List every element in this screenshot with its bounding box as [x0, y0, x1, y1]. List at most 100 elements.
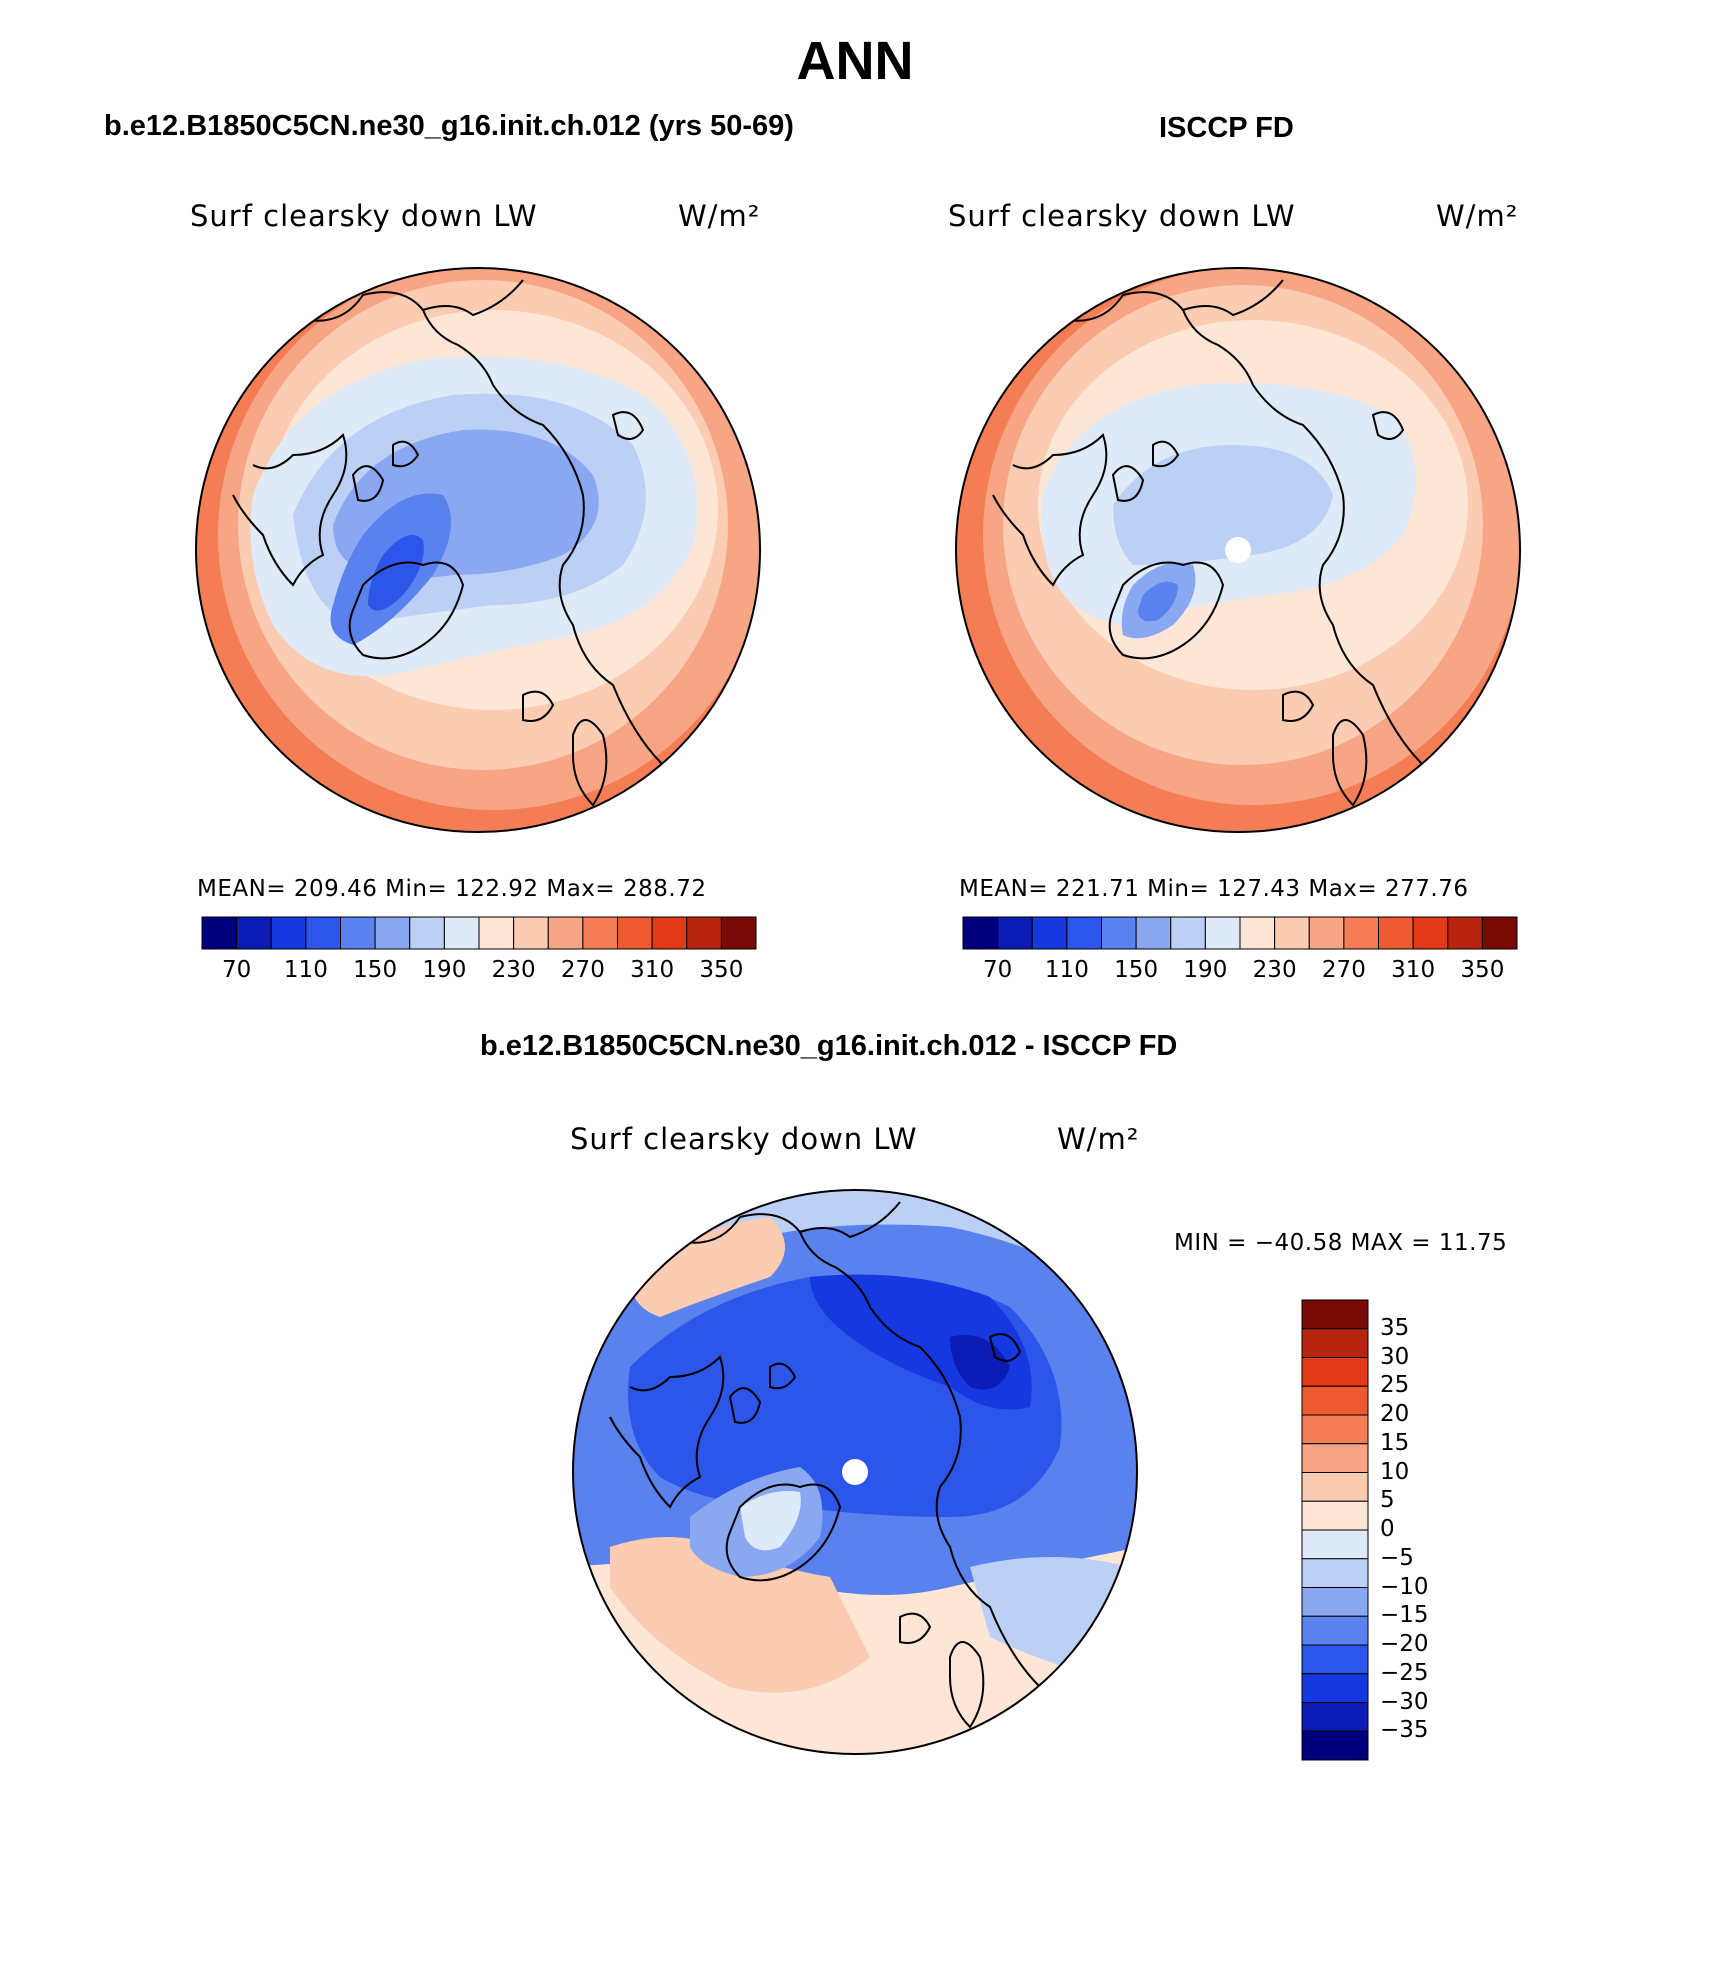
colorbar-tick-label: 350	[1460, 957, 1505, 983]
colorbar-swatch	[1301, 1615, 1369, 1646]
variable-label-model: Surf clearsky down LW	[190, 199, 538, 233]
colorbar-swatch	[1301, 1587, 1369, 1617]
colorbar-swatch	[1301, 1472, 1369, 1502]
colorbar-tick-label: 230	[1252, 957, 1297, 983]
colorbar-swatch	[270, 916, 307, 950]
colorbar-swatch	[1301, 1673, 1369, 1703]
colorbar-tick-label: −30	[1380, 1688, 1429, 1715]
colorbar-swatch	[1101, 916, 1137, 950]
colorbar-swatch	[1301, 1385, 1369, 1416]
colorbar-swatch	[1343, 916, 1379, 950]
colorbar-tick-label: −25	[1380, 1659, 1429, 1686]
colorbar-swatch	[547, 916, 584, 950]
colorbar-tick-label: −35	[1380, 1717, 1429, 1744]
colorbar-tick-label: 310	[630, 957, 675, 983]
colorbar-tick-label: −20	[1380, 1631, 1429, 1657]
colorbar-tick-label: −15	[1380, 1602, 1429, 1629]
colorbar-tick-label: 230	[491, 957, 536, 983]
colorbar-swatch	[1301, 1443, 1369, 1473]
colorbar-tick-label: 310	[1391, 957, 1436, 983]
colorbar-swatch	[201, 916, 238, 950]
colorbar-tick-label: 15	[1380, 1429, 1410, 1456]
colorbar-tick-label: 30	[1380, 1343, 1410, 1370]
colorbar-swatch	[1301, 1558, 1369, 1588]
colorbar-tick-label: 150	[1114, 957, 1159, 983]
colorbar-swatch	[1066, 916, 1102, 950]
panel-title-obs: ISCCP FD	[1159, 112, 1294, 144]
colorbar-swatch	[1301, 1357, 1369, 1387]
variable-label-obs: Surf clearsky down LW	[948, 199, 1296, 233]
colorbar-tick-label: 0	[1380, 1516, 1395, 1542]
units-label-diff: W/m²	[1057, 1122, 1140, 1156]
colorbar-tick-label: −5	[1380, 1544, 1414, 1571]
colorbar-tick-label: −10	[1380, 1573, 1429, 1600]
colorbar-swatch	[1170, 916, 1206, 950]
units-label-model: W/m²	[678, 199, 761, 233]
polar-map-diff	[572, 1189, 1138, 1755]
colorbar-swatch	[409, 916, 445, 950]
colorbar-tick-label: 110	[283, 957, 328, 983]
colorbar-swatch	[1301, 1414, 1369, 1445]
colorbar-obs	[962, 916, 1518, 950]
colorbar-swatch	[1481, 916, 1518, 950]
colorbar-swatch	[1447, 916, 1483, 950]
colorbar-tick-label: 190	[422, 957, 467, 983]
colorbar-swatch	[1301, 1299, 1369, 1330]
colorbar-swatch	[1301, 1702, 1369, 1732]
units-label-obs: W/m²	[1436, 199, 1519, 233]
colorbar-swatch	[962, 916, 999, 950]
colorbar-tick-label: 190	[1183, 957, 1228, 983]
colorbar-ticks-model: 70 110 150 190 230 270 310 350	[202, 957, 756, 987]
panel-title-diff: b.e12.B1850C5CN.ne30_g16.init.ch.012 - I…	[480, 1030, 1178, 1062]
stats-model: MEAN= 209.46 Min= 122.92 Max= 288.72	[197, 876, 707, 902]
colorbar-tick-label: 20	[1380, 1401, 1410, 1427]
colorbar-tick-label: 10	[1380, 1458, 1410, 1485]
colorbar-tick-label: 150	[353, 957, 398, 983]
colorbar-swatch	[1301, 1500, 1369, 1531]
colorbar-swatch	[997, 916, 1033, 950]
colorbar-diff	[1301, 1299, 1369, 1761]
colorbar-tick-label: 35	[1380, 1314, 1410, 1341]
colorbar-tick-label: 270	[1321, 957, 1366, 983]
colorbar-tick-label: 270	[560, 957, 605, 983]
stats-diff: MIN = −40.58 MAX = 11.75	[1174, 1230, 1508, 1256]
colorbar-swatch	[443, 916, 480, 950]
colorbar-swatch	[651, 916, 688, 950]
colorbar-swatch	[720, 916, 757, 950]
stats-obs: MEAN= 221.71 Min= 127.43 Max= 277.76	[959, 876, 1469, 902]
colorbar-tick-label: 70	[221, 957, 252, 983]
colorbar-swatch	[374, 916, 411, 950]
colorbar-swatch	[1412, 916, 1449, 950]
colorbar-swatch	[617, 916, 653, 950]
colorbar-tick-label: 25	[1380, 1372, 1410, 1399]
colorbar-model	[201, 916, 757, 950]
colorbar-swatch	[1274, 916, 1310, 950]
colorbar-swatch	[1308, 916, 1345, 950]
colorbar-swatch	[1301, 1730, 1369, 1761]
colorbar-swatch	[1135, 916, 1172, 950]
colorbar-tick-label: 110	[1044, 957, 1089, 983]
colorbar-swatch	[236, 916, 272, 950]
polar-map-obs	[955, 267, 1521, 833]
colorbar-swatch	[305, 916, 341, 950]
colorbar-swatch	[1301, 1328, 1369, 1358]
colorbar-ticks-obs: 70 110 150 190 230 270 310 350	[963, 957, 1517, 987]
panel-title-model: b.e12.B1850C5CN.ne30_g16.init.ch.012 (yr…	[104, 110, 794, 142]
colorbar-swatch	[1378, 916, 1414, 950]
colorbar-swatch	[1301, 1644, 1369, 1675]
colorbar-swatch	[1301, 1529, 1369, 1560]
colorbar-tick-label: 70	[982, 957, 1013, 983]
polar-map-model	[195, 267, 761, 833]
colorbar-swatch	[1031, 916, 1068, 950]
main-title: ANN	[796, 31, 914, 91]
colorbar-tick-label: 5	[1380, 1487, 1395, 1514]
colorbar-tick-label: 350	[699, 957, 744, 983]
colorbar-swatch	[478, 916, 515, 950]
colorbar-swatch	[686, 916, 722, 950]
colorbar-swatch	[1239, 916, 1276, 950]
colorbar-swatch	[340, 916, 376, 950]
colorbar-swatch	[513, 916, 549, 950]
variable-label-diff: Surf clearsky down LW	[570, 1122, 918, 1156]
colorbar-ticks-diff: 35 30 25 20 15 10 5 0 −5 −10 −15 −20 −25 −30 −35	[1380, 1300, 1460, 1760]
colorbar-swatch	[1204, 916, 1241, 950]
